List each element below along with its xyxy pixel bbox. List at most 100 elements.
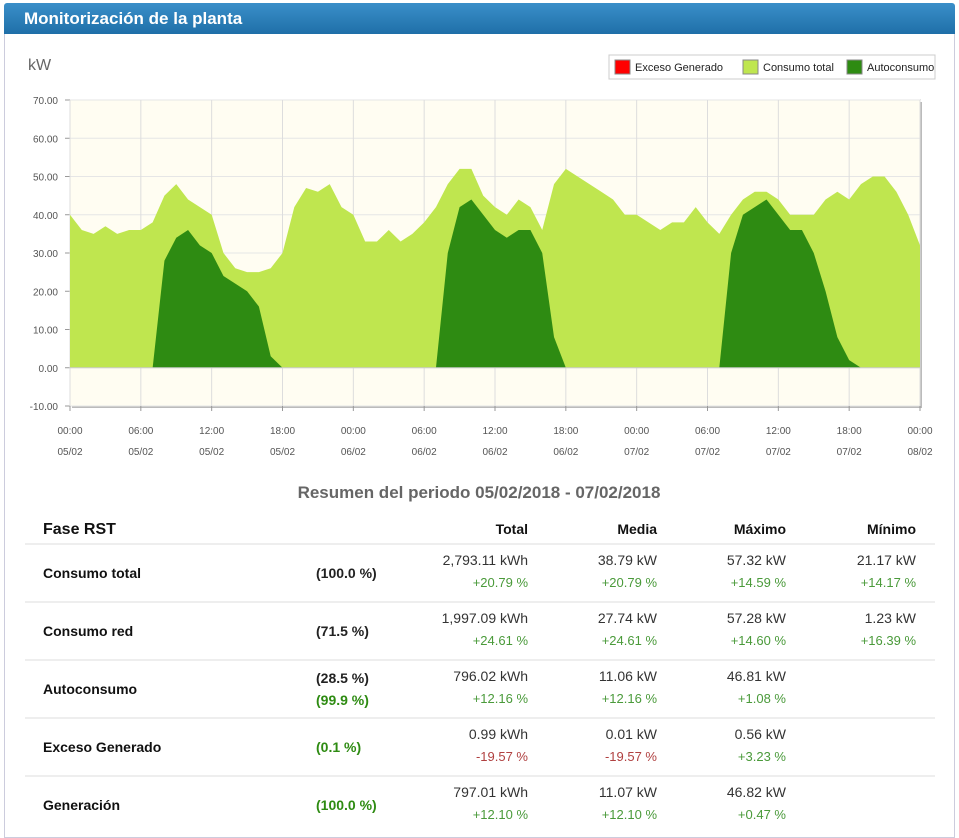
change-value: +24.61 % xyxy=(473,633,529,648)
y-tick-label: 60.00 xyxy=(33,134,58,145)
row-percent: (71.5 %) xyxy=(316,623,369,639)
legend-box xyxy=(608,54,936,80)
change-value: +20.79 % xyxy=(473,575,529,590)
row-percent: (100.0 %) xyxy=(316,565,377,581)
x-tick-label: 06/02 xyxy=(412,447,437,458)
header-title: Monitorización de la planta xyxy=(24,9,243,28)
cell-value: 797.01 kWh xyxy=(453,784,528,800)
y-tick-label: 0.00 xyxy=(39,364,59,375)
x-tick-label: 06/02 xyxy=(482,447,507,458)
y-tick-label: 20.00 xyxy=(33,287,58,298)
x-tick-label: 12:00 xyxy=(482,426,507,437)
column-header: Fase RST xyxy=(43,521,116,538)
x-tick-label: 07/02 xyxy=(695,447,720,458)
y-tick-label: -10.00 xyxy=(30,402,59,413)
row-name: Consumo total xyxy=(43,565,141,581)
legend-label: Consumo total xyxy=(763,62,834,74)
x-tick-label: 12:00 xyxy=(199,426,224,437)
legend-swatch xyxy=(742,59,759,75)
cell-value: 46.82 kW xyxy=(727,784,787,800)
change-value: +3.23 % xyxy=(738,749,787,764)
x-tick-label: 05/02 xyxy=(270,447,295,458)
column-header: Total xyxy=(496,521,528,537)
header: Monitorización de la planta xyxy=(4,3,955,34)
change-value: +14.60 % xyxy=(731,633,787,648)
x-tick-label: 07/02 xyxy=(624,447,649,458)
cell-value: 0.01 kW xyxy=(606,726,658,742)
y-tick-label: 30.00 xyxy=(33,249,58,260)
x-tick-label: 06/02 xyxy=(553,447,578,458)
column-header: Mínimo xyxy=(867,521,916,537)
cell-value: 11.07 kW xyxy=(599,784,658,800)
x-tick-label: 06:00 xyxy=(412,426,437,437)
row-name: Exceso Generado xyxy=(43,739,161,755)
y-tick-label: 10.00 xyxy=(33,326,58,337)
cell-value: 0.56 kW xyxy=(735,726,787,742)
x-tick-label: 06:00 xyxy=(695,426,720,437)
x-tick-label: 07/02 xyxy=(766,447,791,458)
legend-swatch xyxy=(846,59,863,75)
change-value: +1.08 % xyxy=(738,691,787,706)
x-tick-label: 12:00 xyxy=(766,426,791,437)
row-name: Autoconsumo xyxy=(43,681,137,697)
legend-label: Autoconsumo xyxy=(867,62,934,74)
x-tick-label: 05/02 xyxy=(57,447,82,458)
x-tick-label: 05/02 xyxy=(199,447,224,458)
cell-value: 1.23 kW xyxy=(865,610,917,626)
row-name: Consumo red xyxy=(43,623,133,639)
cell-value: 796.02 kWh xyxy=(453,668,528,684)
legend-label: Exceso Generado xyxy=(635,62,723,74)
change-value: +12.16 % xyxy=(473,691,529,706)
cell-value: 57.32 kW xyxy=(727,552,787,568)
row-percent: (0.1 %) xyxy=(316,739,361,755)
change-value: +0.47 % xyxy=(738,807,787,822)
cell-value: 46.81 kW xyxy=(727,668,787,684)
x-tick-label: 00:00 xyxy=(624,426,649,437)
change-value: +14.59 % xyxy=(731,575,787,590)
summary-title: Resumen del periodo 05/02/2018 - 07/02/2… xyxy=(298,483,661,502)
x-tick-label: 00:00 xyxy=(907,426,932,437)
y-tick-label: 50.00 xyxy=(33,173,58,184)
change-value: +16.39 % xyxy=(861,633,917,648)
row-name: Generación xyxy=(43,797,120,813)
column-header: Media xyxy=(617,521,657,537)
cell-value: 38.79 kW xyxy=(598,552,658,568)
x-tick-label: 07/02 xyxy=(837,447,862,458)
x-tick-label: 06:00 xyxy=(128,426,153,437)
area xyxy=(70,199,920,368)
x-tick-label: 08/02 xyxy=(907,447,932,458)
change-value: +14.17 % xyxy=(861,575,917,590)
change-value: +12.10 % xyxy=(602,807,658,822)
change-value: +24.61 % xyxy=(602,633,658,648)
cell-value: 27.74 kW xyxy=(598,610,658,626)
y-tick-label: 70.00 xyxy=(33,96,58,107)
x-tick-label: 18:00 xyxy=(837,426,862,437)
legend-swatch xyxy=(614,59,631,75)
row-percent: (99.9 %) xyxy=(316,692,369,708)
x-tick-label: 05/02 xyxy=(128,447,153,458)
x-tick-label: 00:00 xyxy=(57,426,82,437)
change-value: +20.79 % xyxy=(602,575,658,590)
cell-value: 11.06 kW xyxy=(599,668,658,684)
cell-value: 57.28 kW xyxy=(727,610,787,626)
change-value: -19.57 % xyxy=(605,749,657,764)
legend: Exceso Generado Consumo total Autoconsumo xyxy=(608,54,936,80)
x-tick-label: 18:00 xyxy=(270,426,295,437)
change-value: -19.57 % xyxy=(476,749,528,764)
x-tick-label: 00:00 xyxy=(341,426,366,437)
row-percent: (100.0 %) xyxy=(316,797,377,813)
y-axis-label: kW xyxy=(28,57,52,74)
cell-value: 21.17 kW xyxy=(857,552,917,568)
change-value: +12.10 % xyxy=(473,807,529,822)
cell-value: 2,793.11 kWh xyxy=(443,552,528,568)
x-tick-label: 18:00 xyxy=(553,426,578,437)
cell-value: 1,997.09 kWh xyxy=(442,610,528,626)
y-tick-label: 40.00 xyxy=(33,211,58,222)
x-tick-label: 06/02 xyxy=(341,447,366,458)
row-percent: (28.5 %) xyxy=(316,670,369,686)
column-header: Máximo xyxy=(734,521,786,537)
cell-value: 0.99 kWh xyxy=(469,726,528,742)
change-value: +12.16 % xyxy=(602,691,658,706)
